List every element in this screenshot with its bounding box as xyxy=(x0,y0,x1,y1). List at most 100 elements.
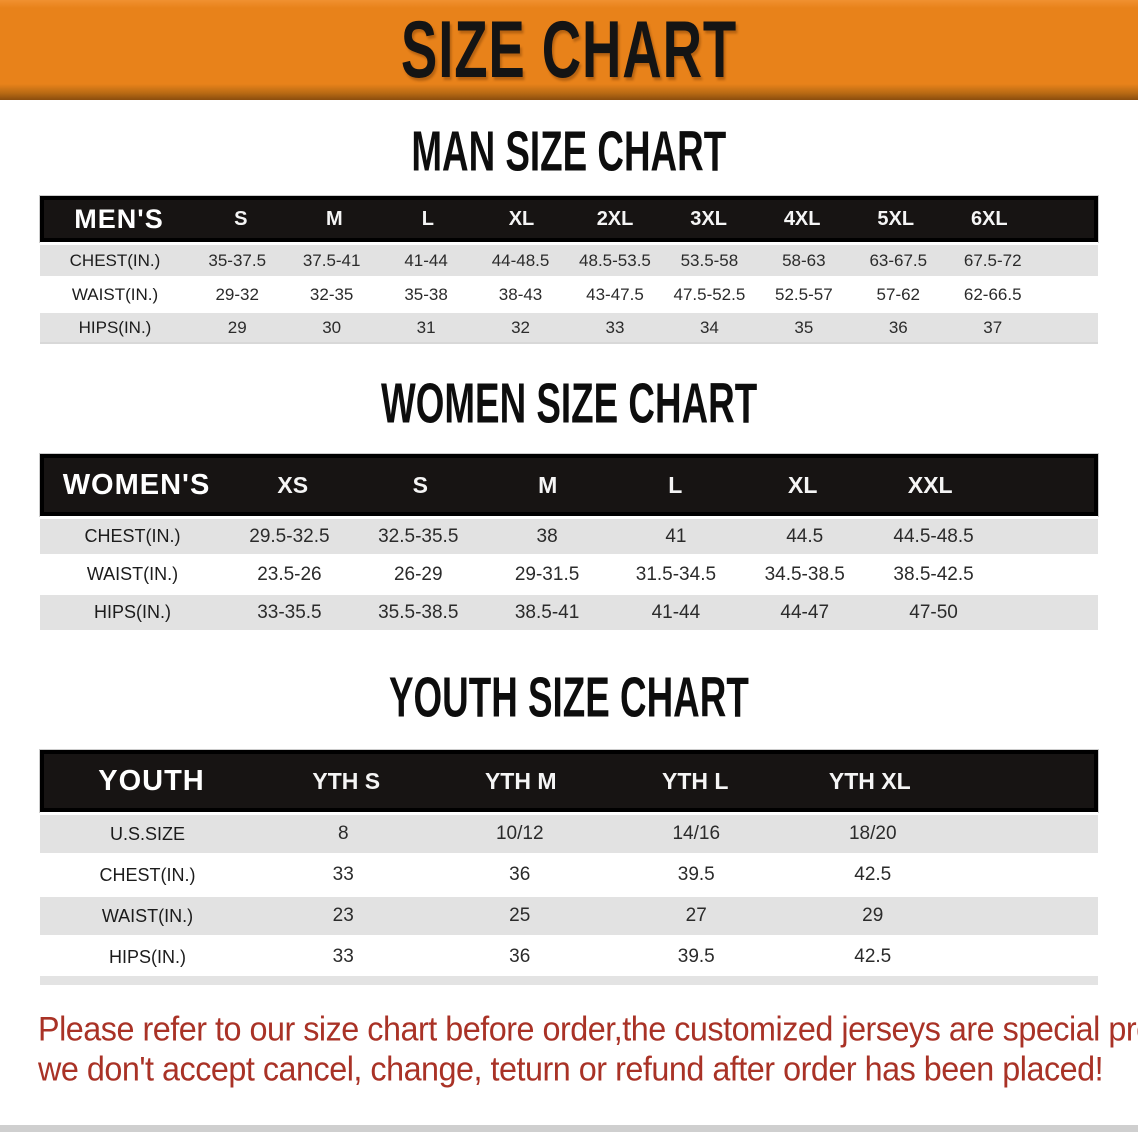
column-header: S xyxy=(234,207,248,230)
size-value-cell: 32-35 xyxy=(309,284,354,304)
table-row: HIPS(IN.) 33 36 39.5 42.5 xyxy=(40,935,1098,976)
size-value-cell: 32.5-35.5 xyxy=(378,525,459,547)
table-header-row: WOMEN'S XS S M L XL XXL xyxy=(40,454,1098,516)
column-header: 5XL xyxy=(877,207,915,230)
column-header: YTH XL xyxy=(828,767,911,794)
disclaimer-line-1: Please refer to our size chart before or… xyxy=(38,1009,1138,1048)
column-header: XL xyxy=(788,471,818,498)
table-row: HIPS(IN.) 33-35.5 35.5-38.5 38.5-41 41-44 44-… xyxy=(40,592,1098,630)
size-value-cell: 44-47 xyxy=(780,601,830,623)
size-value-cell: 35.5-38.5 xyxy=(378,601,459,623)
column-header: 4XL xyxy=(783,207,821,230)
table-row: U.S.SIZE 8 10/12 14/16 18/20 xyxy=(40,812,1098,853)
column-header: YTH L xyxy=(662,767,729,794)
row-label: CHEST(IN.) xyxy=(99,864,196,885)
row-label: HIPS(IN.) xyxy=(93,602,171,622)
table-row: WAIST(IN.) 23 25 27 29 xyxy=(40,894,1098,935)
size-value-cell: 48.5-53.5 xyxy=(579,250,651,270)
size-value-cell: 8 xyxy=(337,823,349,844)
row-label: WAIST(IN.) xyxy=(71,284,159,304)
women-section-heading: WOMEN SIZE CHART xyxy=(380,371,758,435)
size-value-cell: 33 xyxy=(332,864,354,885)
size-value-cell: 29.5-32.5 xyxy=(249,525,330,547)
size-value-cell: 23.5-26 xyxy=(257,563,322,585)
size-value-cell: 33 xyxy=(332,946,354,967)
column-header: M xyxy=(538,471,558,498)
size-value-cell: 36 xyxy=(509,864,531,885)
bottom-edge-strip xyxy=(0,1125,1138,1132)
size-value-cell: 29 xyxy=(227,317,247,337)
size-value-cell: 39.5 xyxy=(677,864,715,885)
youth-size-table: YOUTH YTH S YTH M YTH L YTH XL U.S.SIZE 8 10/12… xyxy=(40,750,1098,985)
youth-section-heading: YOUTH SIZE CHART xyxy=(389,665,749,729)
size-value-cell: 38 xyxy=(536,525,558,547)
size-value-cell: 34 xyxy=(699,317,719,337)
size-value-cell: 26-29 xyxy=(393,563,443,585)
size-value-cell: 34.5-38.5 xyxy=(764,563,845,585)
size-value-cell: 44-48.5 xyxy=(491,250,550,270)
row-label: CHEST(IN.) xyxy=(69,250,161,270)
size-value-cell: 35-37.5 xyxy=(208,250,267,270)
row-label: WAIST(IN.) xyxy=(86,564,179,584)
column-header: 6XL xyxy=(970,207,1008,230)
column-header: YTH M xyxy=(484,767,557,794)
man-section-heading: MAN SIZE CHART xyxy=(411,119,727,183)
column-header: YTH S xyxy=(312,767,381,794)
size-value-cell: 29 xyxy=(862,905,884,926)
size-value-cell: 38-43 xyxy=(498,284,543,304)
column-header: S xyxy=(412,471,428,498)
size-value-cell: 23 xyxy=(332,905,354,926)
size-value-cell: 27 xyxy=(685,905,707,926)
size-value-cell: 39.5 xyxy=(677,946,715,967)
table-row: HIPS(IN.) 29 30 31 32 33 34 35 36 37 xyxy=(40,310,1098,344)
size-value-cell: 52.5-57 xyxy=(775,284,833,304)
size-value-cell: 32 xyxy=(511,317,530,337)
column-header: L xyxy=(668,471,683,498)
men-size-table: MEN'S S M L XL 2XL 3XL 4XL 5XL 6XL CHEST(IN.) 35-37… xyxy=(40,196,1098,344)
table-corner-label: YOUTH xyxy=(98,764,205,797)
size-value-cell: 44.5 xyxy=(786,525,824,547)
banner-title: SIZE CHART xyxy=(400,5,738,95)
size-value-cell: 35 xyxy=(794,317,814,337)
size-value-cell: 38.5-41 xyxy=(514,601,580,623)
size-value-cell: 43-47.5 xyxy=(586,284,644,304)
size-value-cell: 44.5-48.5 xyxy=(893,525,974,547)
size-value-cell: 31 xyxy=(416,317,436,337)
size-value-cell: 30 xyxy=(322,317,342,337)
size-value-cell: 63-67.5 xyxy=(869,250,928,270)
size-value-cell: 41-44 xyxy=(651,601,701,623)
table-row: CHEST(IN.) 35-37.5 37.5-41 41-44 44-48.5 48.5… xyxy=(40,242,1098,276)
size-value-cell: 47.5-52.5 xyxy=(673,284,746,304)
size-value-cell: 58-63 xyxy=(782,250,826,270)
size-value-cell: 35-38 xyxy=(404,284,448,304)
size-value-cell: 37.5-41 xyxy=(302,250,361,270)
table-corner-label: WOMEN'S xyxy=(62,468,211,501)
table-header-row: YOUTH YTH S YTH M YTH L YTH XL xyxy=(40,750,1098,812)
table-row: CHEST(IN.) 33 36 39.5 42.5 xyxy=(40,853,1098,894)
disclaimer-text: Please refer to our size chart before or… xyxy=(38,1009,1138,1089)
size-value-cell: 62-66.5 xyxy=(963,284,1022,304)
size-value-cell: 25 xyxy=(509,905,531,926)
column-header: M xyxy=(326,207,343,230)
size-value-cell: 10/12 xyxy=(495,823,544,844)
column-header: XXL xyxy=(907,471,953,498)
row-label: WAIST(IN.) xyxy=(101,905,194,926)
column-header: XL xyxy=(508,207,535,230)
column-header: 2XL xyxy=(596,207,634,230)
size-value-cell: 33-35.5 xyxy=(257,601,322,623)
size-value-cell: 47-50 xyxy=(909,601,958,623)
disclaimer-line-2: we don't accept cancel, change, teturn o… xyxy=(38,1049,1104,1088)
row-label: HIPS(IN.) xyxy=(108,946,186,967)
size-value-cell: 38.5-42.5 xyxy=(893,563,974,585)
size-chart-banner: SIZE CHART xyxy=(0,0,1138,100)
table-corner-label: MEN'S xyxy=(74,203,164,234)
table-row: WAIST(IN.) 23.5-26 26-29 29-31.5 31.5-34.5 34… xyxy=(40,554,1098,592)
size-value-cell: 14/16 xyxy=(672,823,721,844)
size-value-cell: 67.5-72 xyxy=(963,250,1022,270)
size-value-cell: 31.5-34.5 xyxy=(635,563,717,585)
row-label: CHEST(IN.) xyxy=(84,526,181,546)
size-value-cell: 36 xyxy=(509,946,531,967)
size-value-cell: 41 xyxy=(665,525,687,547)
size-value-cell: 53.5-58 xyxy=(680,250,739,270)
table-row: CHEST(IN.) 29.5-32.5 32.5-35.5 38 41 44.5 44.5… xyxy=(40,516,1098,554)
